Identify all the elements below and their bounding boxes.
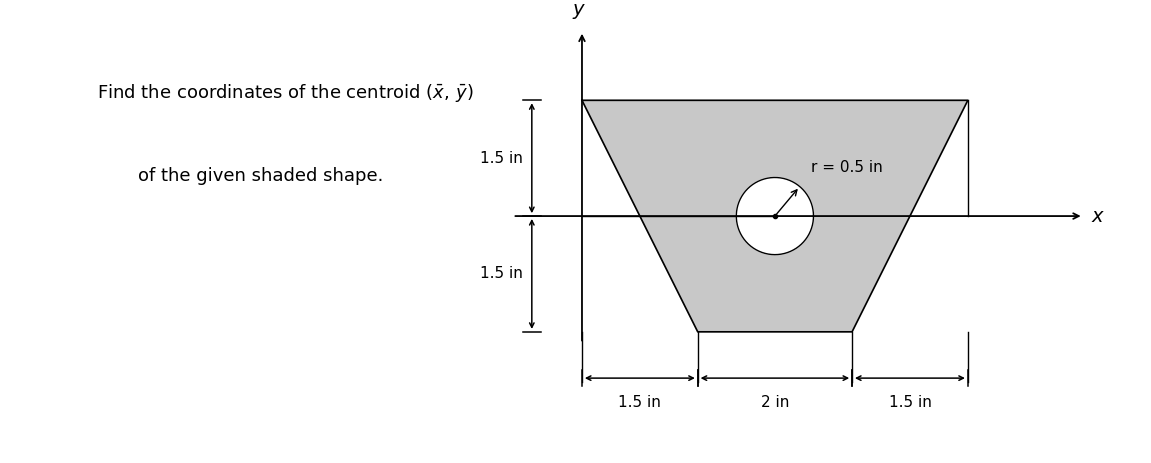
Text: x: x [1091,206,1103,225]
Polygon shape [582,100,968,332]
Text: 1.5 in: 1.5 in [889,395,931,410]
Text: y: y [572,0,584,19]
Polygon shape [737,177,814,255]
Text: 1.5 in: 1.5 in [480,150,523,166]
Text: 2 in: 2 in [761,395,790,410]
Text: r = 0.5 in: r = 0.5 in [811,160,883,175]
Text: 1.5 in: 1.5 in [618,395,662,410]
Text: of the given shaded shape.: of the given shaded shape. [138,167,383,185]
Text: Find the coordinates of the centroid $(\bar{x},\, \bar{y})$: Find the coordinates of the centroid $(\… [97,81,474,104]
Text: 1.5 in: 1.5 in [480,266,523,282]
